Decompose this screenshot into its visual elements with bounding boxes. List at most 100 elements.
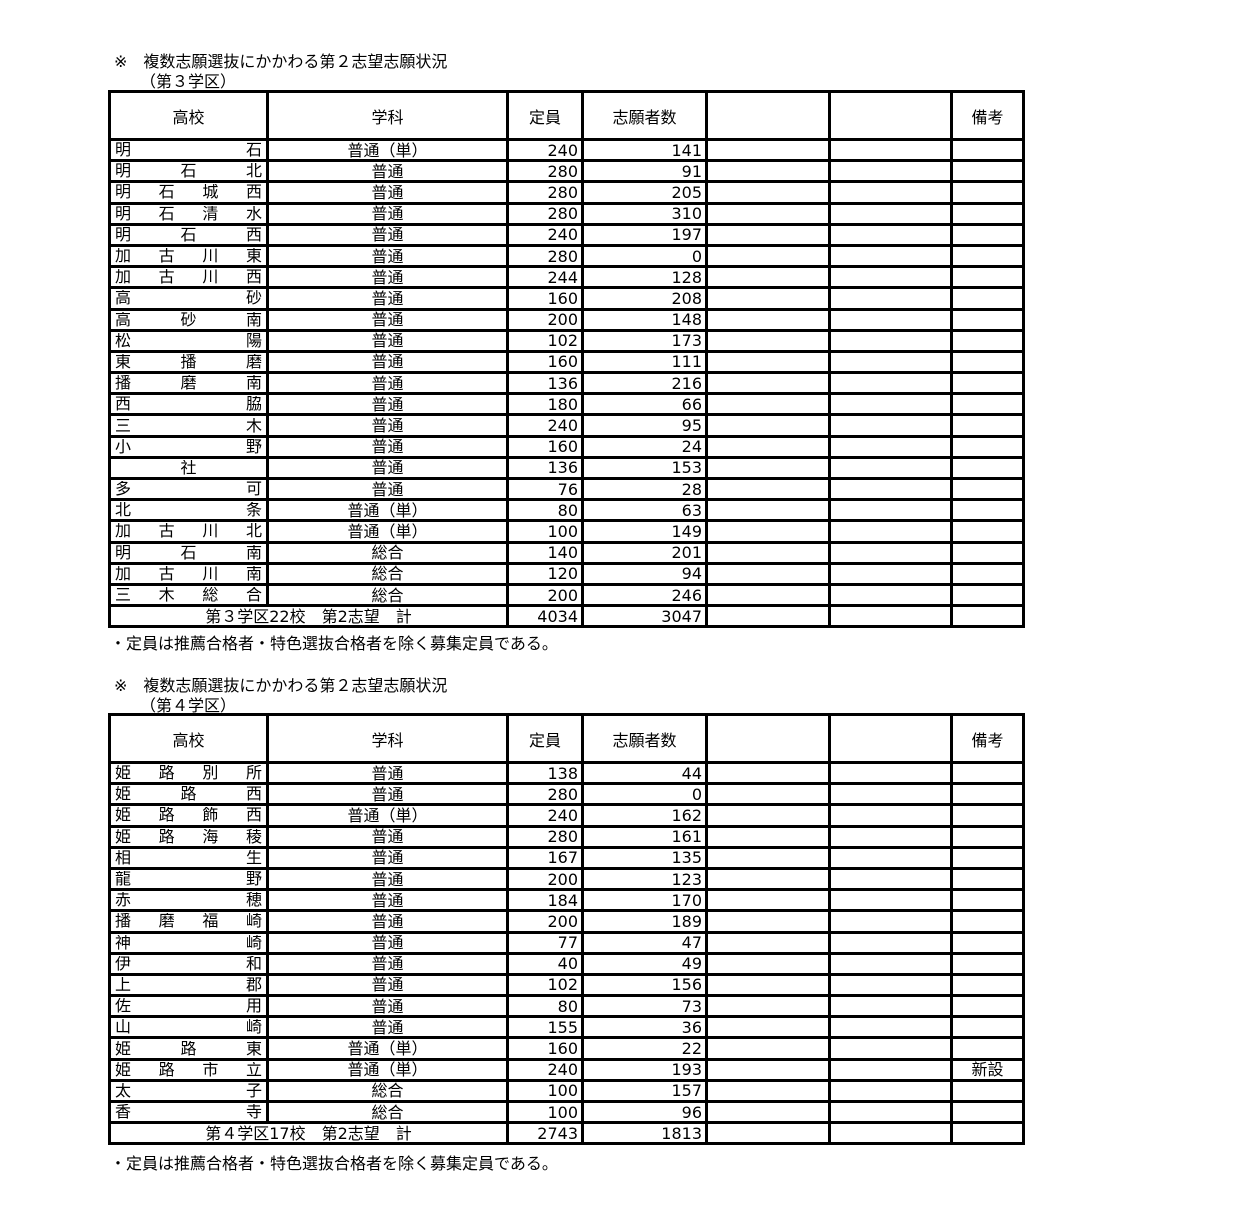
school-name: 赤穂	[115, 892, 262, 909]
department: 普通	[266, 972, 509, 998]
school-cell: 姫路飾西	[108, 803, 269, 828]
remarks	[950, 434, 1025, 459]
empty-cell	[828, 413, 953, 438]
applicants: 91	[581, 159, 708, 184]
school-cell: 神崎	[108, 930, 269, 955]
empty-cell	[705, 824, 831, 849]
table-row: 太子 総合 100 157	[108, 1078, 1025, 1104]
empty-cell	[705, 866, 831, 892]
section-subtitle: （第３学区）	[140, 72, 237, 91]
remarks	[950, 159, 1025, 184]
applicants: 246	[581, 582, 708, 608]
remarks	[950, 1099, 1025, 1125]
school-name: 姫路市立	[115, 1061, 262, 1078]
empty-cell	[828, 243, 953, 269]
remarks	[950, 476, 1025, 502]
table-row: 明石城西 普通 280 205	[108, 180, 1025, 205]
empty-cell	[705, 349, 831, 375]
table-row: 神崎 普通 77 47	[108, 930, 1025, 955]
remarks	[950, 540, 1025, 565]
empty-cell	[950, 1121, 1025, 1146]
school-name: 三木総合	[115, 587, 262, 604]
empty-cell	[705, 137, 831, 163]
empty-cell	[705, 328, 831, 353]
capacity: 140	[506, 540, 584, 565]
remarks	[950, 951, 1025, 976]
empty-cell	[705, 201, 831, 226]
capacity: 136	[506, 455, 584, 481]
empty-cell	[705, 782, 831, 807]
department: 普通	[266, 455, 509, 481]
table-row: 社 普通 136 153	[108, 455, 1025, 481]
empty-cell	[705, 307, 831, 332]
school-name: 西脇	[115, 396, 262, 413]
remarks	[950, 498, 1025, 523]
empty-cell	[828, 561, 953, 586]
capacity: 180	[506, 392, 584, 417]
department: 普通	[266, 930, 509, 955]
remarks	[950, 180, 1025, 205]
applicants: 36	[581, 1015, 708, 1040]
table-row: 加古川北 普通（単） 100 149	[108, 519, 1025, 544]
school-name: 姫路海稜	[115, 828, 262, 845]
applicants: 161	[581, 824, 708, 849]
column-header: 高校	[108, 90, 269, 141]
table-row: 小野 普通 160 24	[108, 434, 1025, 459]
empty-cell	[828, 307, 953, 332]
school-name: 加古川南	[115, 565, 262, 582]
department: 普通	[266, 845, 509, 870]
column-header: 定員	[506, 713, 584, 764]
school-cell: 相生	[108, 845, 269, 870]
empty-cell	[828, 909, 953, 934]
applicants: 44	[581, 760, 708, 786]
department: 普通	[266, 994, 509, 1019]
applicants: 201	[581, 540, 708, 565]
empty-cell	[828, 582, 953, 608]
applicants: 310	[581, 201, 708, 226]
table-row: 多可 普通 76 28	[108, 476, 1025, 502]
department: 普通	[266, 180, 509, 205]
column-header: 高校	[108, 713, 269, 764]
school-name: 東播磨	[115, 353, 262, 370]
empty-cell	[828, 1078, 953, 1104]
remarks	[950, 803, 1025, 828]
remarks	[950, 392, 1025, 417]
capacity: 200	[506, 582, 584, 608]
empty-cell	[828, 845, 953, 870]
capacity: 136	[506, 371, 584, 396]
school-name: 太子	[115, 1082, 262, 1099]
empty-cell	[705, 1015, 831, 1040]
school-name: 加古川北	[115, 523, 262, 540]
school-cell: 明石	[108, 137, 269, 163]
empty-cell	[705, 1099, 831, 1125]
school-name: 松陽	[115, 332, 262, 349]
department: 普通	[266, 824, 509, 849]
column-header: 学科	[266, 713, 509, 764]
empty-cell	[705, 930, 831, 955]
table-row: 明石北 普通 280 91	[108, 159, 1025, 184]
school-name: 播磨福崎	[115, 913, 262, 930]
capacity: 80	[506, 994, 584, 1019]
empty-cell	[828, 1057, 953, 1082]
capacity: 280	[506, 824, 584, 849]
department: 普通	[266, 392, 509, 417]
school-cell: 加古川東	[108, 243, 269, 269]
remarks	[950, 519, 1025, 544]
school-name: 姫路別所	[115, 765, 262, 782]
empty-cell	[828, 1036, 953, 1061]
remarks	[950, 349, 1025, 375]
section-subtitle: （第４学区）	[140, 696, 237, 715]
table-row: 伊和 普通 40 49	[108, 951, 1025, 976]
remarks	[950, 845, 1025, 870]
table-row: 赤穂 普通 184 170	[108, 888, 1025, 913]
capacity: 280	[506, 180, 584, 205]
school-name: 明石	[115, 142, 262, 159]
table-row: 北条 普通（単） 80 63	[108, 498, 1025, 523]
school-name: 小野	[115, 438, 262, 455]
applicants: 0	[581, 243, 708, 269]
empty-cell	[828, 951, 953, 976]
department: 普通	[266, 349, 509, 375]
school-name: 多可	[115, 481, 262, 498]
applicants: 95	[581, 413, 708, 438]
remarks	[950, 265, 1025, 290]
